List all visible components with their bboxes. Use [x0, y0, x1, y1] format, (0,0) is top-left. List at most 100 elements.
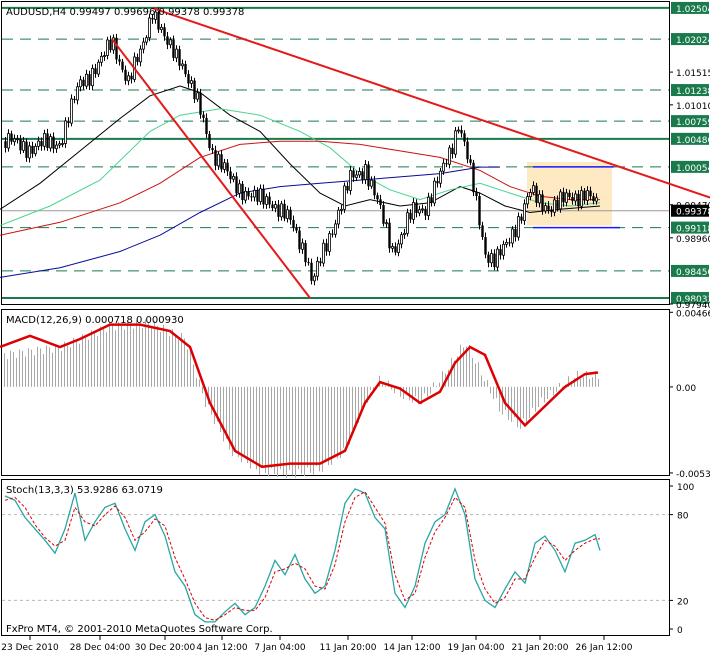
candle-body-up	[142, 41, 145, 50]
candle-body-down	[481, 225, 484, 238]
candle-body-up	[418, 209, 421, 214]
candle-body-up	[7, 133, 10, 149]
price-label: 0.99118	[671, 221, 710, 235]
candle-body-up	[301, 242, 304, 250]
candle-body-down	[478, 196, 481, 226]
stoch-tick: 100	[669, 483, 694, 493]
time-tick-label: 14 Jan 12:00	[384, 643, 441, 653]
candle-body-down	[10, 133, 13, 142]
price-label: 0.97940	[669, 301, 710, 311]
candle-body-up	[586, 190, 589, 201]
candle-body-up	[526, 196, 529, 205]
candle-body-down	[46, 133, 49, 148]
candle-body-up	[34, 145, 37, 155]
candle-body-up	[223, 162, 226, 170]
candle-body-down	[298, 230, 301, 250]
candle-body-up	[259, 188, 262, 203]
candle-body-up	[340, 208, 343, 211]
main-header: AUDUSD,H4 0.99497 0.99696 0.99378 0.9937…	[6, 7, 244, 18]
candle-body-down	[268, 196, 271, 205]
candle-body-up	[439, 170, 442, 184]
price-label-box	[671, 291, 709, 304]
time-tick-label: 28 Dec 04:00	[70, 643, 131, 653]
candle-body-up	[244, 190, 247, 201]
candle-body-down	[199, 92, 202, 115]
candle-body-up	[328, 233, 331, 252]
candle-body-down	[211, 148, 214, 151]
time-tick: 14 Jan 12:00	[384, 636, 441, 653]
price-label-box	[671, 132, 709, 145]
candle-body-up	[13, 138, 16, 143]
price-label: 1.01238	[671, 84, 710, 97]
macd-tick: 0.00	[669, 384, 696, 394]
price-label-box	[671, 160, 709, 173]
price-label-text: 1.00054	[676, 164, 710, 174]
candle-body-up	[85, 73, 88, 87]
candle-body-down	[31, 145, 34, 154]
time-tick-label: 21 Jan 20:00	[512, 643, 569, 653]
candle-body-up	[154, 11, 157, 20]
candle-body-down	[52, 136, 55, 149]
macd-tick-label: -0.005384	[676, 470, 710, 480]
candle-body-down	[250, 196, 253, 198]
main-pane-frame	[1, 1, 670, 305]
price-label-text: 0.98033	[676, 295, 710, 305]
moving-average-line	[0, 108, 601, 226]
candle-body-down	[331, 233, 334, 235]
candle-body-down	[499, 249, 502, 256]
candle-body-down	[430, 197, 433, 204]
candle-body-up	[511, 228, 514, 244]
candle-body-up	[37, 140, 40, 147]
candle-body-down	[157, 11, 160, 30]
candle-body-down	[388, 222, 391, 249]
candle-body-up	[160, 26, 163, 30]
candle-body-down	[178, 49, 181, 66]
price-label: 1.00054	[671, 160, 710, 174]
time-tick: 26 Jan 12:00	[576, 636, 633, 653]
moving-average-line	[0, 140, 600, 236]
candle-body-down	[304, 242, 307, 263]
time-tick: 4 Jan 12:00	[196, 636, 248, 653]
candle-body-up	[433, 180, 436, 204]
candle-body-up	[334, 223, 337, 235]
candle-body-up	[313, 275, 316, 282]
time-tick: 21 Jan 20:00	[512, 636, 569, 653]
candle-body-up	[139, 48, 142, 63]
price-label-text: 1.02024	[676, 36, 710, 46]
candle-body-up	[28, 145, 31, 159]
candle-body-down	[379, 199, 382, 206]
time-tick-label: 26 Jan 12:00	[576, 643, 633, 653]
candle-body-down	[367, 164, 370, 187]
candle-body-down	[193, 80, 196, 100]
trend-line	[111, 38, 311, 299]
candle-body-up	[274, 204, 277, 209]
candle-body-up	[565, 192, 568, 203]
footer-copyright: FxPro MT4, © 2001-2010 MetaQuotes Softwa…	[6, 624, 273, 635]
candle-body-up	[22, 141, 25, 151]
time-tick: 11 Jan 20:00	[320, 636, 377, 653]
candle-body-up	[391, 246, 394, 249]
candle-body-down	[82, 79, 85, 87]
candle-body-up	[529, 192, 532, 198]
candle-body-up	[280, 203, 283, 218]
candle-body-down	[466, 141, 469, 160]
candle-body-up	[238, 183, 241, 194]
candle-body-up	[517, 216, 520, 238]
candle-body-down	[283, 203, 286, 219]
price-axis: 1.02504 1.02024 1.01515 1.01238 1.01010 1.007…	[669, 1, 710, 311]
stoch-tick-label: 100	[677, 483, 694, 493]
candle-body-up	[196, 92, 199, 100]
candle-body-up	[97, 61, 100, 75]
candle-body-down	[94, 68, 97, 75]
candle-body-up	[64, 120, 67, 144]
candle-body-up	[169, 39, 172, 46]
candle-body-up	[457, 129, 460, 132]
candle-body-up	[442, 162, 445, 172]
candle-body-down	[271, 204, 274, 209]
candle-body-up	[364, 164, 367, 181]
candle-body-up	[76, 86, 79, 101]
candle-body-up	[58, 143, 61, 146]
candle-body-down	[562, 191, 565, 203]
price-label-text: 0.99118	[676, 225, 710, 235]
